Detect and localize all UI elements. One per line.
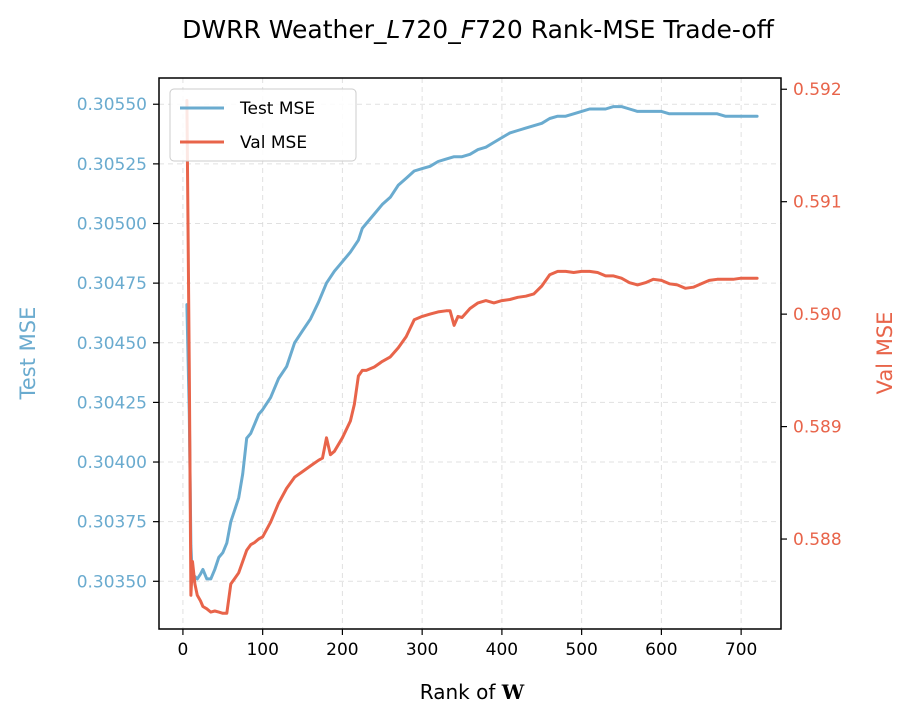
- y-left-tick-label: 0.30425: [77, 393, 147, 413]
- x-axis-label: Rank of W: [420, 680, 525, 704]
- chart-title: DWRR Weather_L720_F720 Rank-MSE Trade-of…: [182, 15, 775, 44]
- y-left-tick-label: 0.30475: [77, 274, 147, 294]
- series-line-val-mse: [185, 99, 759, 615]
- y-left-tick-label: 0.30375: [77, 513, 147, 533]
- y-right-tick-label: 0.590: [793, 305, 842, 325]
- x-tick-label: 600: [645, 640, 677, 660]
- x-tick-label: 300: [406, 640, 438, 660]
- y-right-tick-label: 0.592: [793, 80, 842, 100]
- x-tick-label: 700: [725, 640, 757, 660]
- legend-label-val-mse: Val MSE: [240, 133, 307, 153]
- plot-frame: [158, 77, 782, 630]
- x-tick-label: 100: [246, 640, 278, 660]
- x-tick-label: 0: [178, 640, 189, 660]
- series-line-test-mse: [185, 105, 759, 583]
- x-tick-label: 200: [326, 640, 358, 660]
- y-right-tick-label: 0.589: [793, 418, 842, 438]
- y-left-tick-label: 0.30450: [77, 334, 147, 354]
- y-left-tick-label: 0.30550: [77, 95, 147, 115]
- legend-label-test-mse: Test MSE: [239, 99, 315, 119]
- legend: Test MSE Val MSE: [169, 88, 357, 162]
- y-left-tick-label: 0.30525: [77, 155, 147, 175]
- series-lines: [185, 99, 759, 615]
- axis-ticks: 0 100 200 300 400 500 600 700 0.30350 0.30375 0.30…: [77, 80, 842, 660]
- y-right-tick-label: 0.591: [793, 193, 842, 213]
- y-left-tick-label: 0.30500: [77, 215, 147, 235]
- x-tick-label: 400: [486, 640, 518, 660]
- y-left-tick-label: 0.30400: [77, 453, 147, 473]
- x-tick-label: 500: [565, 640, 597, 660]
- y-axis-label-left: Test MSE: [16, 307, 40, 401]
- y-axis-label-right: Val MSE: [873, 312, 897, 395]
- y-right-tick-label: 0.588: [793, 530, 842, 550]
- y-left-tick-label: 0.30350: [77, 572, 147, 592]
